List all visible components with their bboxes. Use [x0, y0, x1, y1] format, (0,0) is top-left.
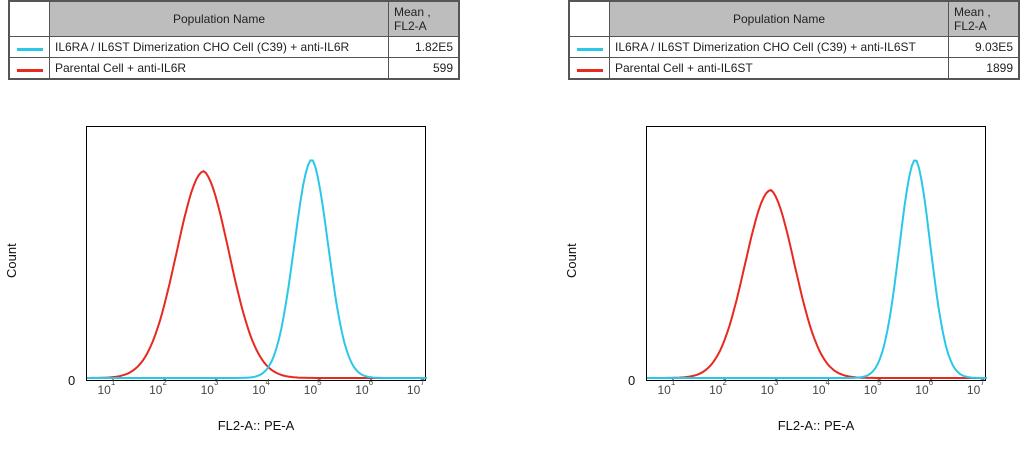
- x-tick-10^4: 104: [252, 382, 270, 397]
- population-name-1: Parental Cell + anti-IL6R: [50, 58, 389, 79]
- x-axis-ticks: 101 102 103 104 105 106 107: [646, 382, 986, 412]
- dimerization-curve: [87, 160, 427, 378]
- x-tick-10^5: 105: [864, 382, 882, 397]
- mean-value-0: 9.03E5: [949, 37, 1019, 58]
- legend-swatch-0: [570, 37, 610, 58]
- parental-curve: [87, 171, 427, 378]
- x-tick-10^7: 107: [967, 382, 985, 397]
- population-name-1: Parental Cell + anti-IL6ST: [610, 58, 949, 79]
- table-header-population: Population Name: [610, 2, 949, 37]
- histogram-chart-left: Count 0 101 102 103 104 105 106 107 FL2-A:: PE…: [8, 118, 460, 463]
- x-tick-10^3: 103: [201, 382, 219, 397]
- curve-svg: [87, 127, 427, 382]
- table-header-population: Population Name: [50, 2, 389, 37]
- y-axis-label: Count: [4, 243, 19, 278]
- plot-box: [646, 126, 986, 381]
- histogram-chart-right: Count 0 101 102 103 104 105 106 107 FL2-A:: PE…: [568, 118, 1020, 463]
- mean-value-1: 599: [389, 58, 459, 79]
- zero-axis-label: 0: [68, 373, 75, 388]
- data-table: Population Name Mean , FL2-A IL6RA / IL6…: [568, 0, 1020, 80]
- mean-value-0: 1.82E5: [389, 37, 459, 58]
- x-tick-10^3: 103: [761, 382, 779, 397]
- panel-left: Population Name Mean , FL2-A IL6RA / IL6…: [8, 0, 460, 80]
- x-axis-title: FL2-A:: PE-A: [86, 418, 426, 433]
- table-header-mean: Mean , FL2-A: [389, 2, 459, 37]
- y-axis-label: Count: [564, 243, 579, 278]
- panel-right: Population Name Mean , FL2-A IL6RA / IL6…: [568, 0, 1020, 80]
- x-tick-10^2: 102: [149, 382, 167, 397]
- legend-swatch-0: [10, 37, 50, 58]
- table-row: Parental Cell + anti-IL6R 599: [10, 58, 459, 79]
- x-tick-10^2: 102: [709, 382, 727, 397]
- table-row: IL6RA / IL6ST Dimerization CHO Cell (C39…: [570, 37, 1019, 58]
- x-tick-10^4: 104: [812, 382, 830, 397]
- x-tick-10^5: 105: [304, 382, 322, 397]
- legend-swatch-1: [10, 58, 50, 79]
- x-tick-10^6: 106: [915, 382, 933, 397]
- x-axis-title: FL2-A:: PE-A: [646, 418, 986, 433]
- data-table: Population Name Mean , FL2-A IL6RA / IL6…: [8, 0, 460, 80]
- x-tick-10^1: 101: [97, 382, 115, 397]
- x-tick-10^1: 101: [657, 382, 675, 397]
- mean-value-1: 1899: [949, 58, 1019, 79]
- table-row: Parental Cell + anti-IL6ST 1899: [570, 58, 1019, 79]
- x-tick-10^6: 106: [355, 382, 373, 397]
- plot-box: [86, 126, 426, 381]
- zero-axis-label: 0: [628, 373, 635, 388]
- population-name-0: IL6RA / IL6ST Dimerization CHO Cell (C39…: [610, 37, 949, 58]
- table-row: IL6RA / IL6ST Dimerization CHO Cell (C39…: [10, 37, 459, 58]
- table-header-mean: Mean , FL2-A: [949, 2, 1019, 37]
- x-tick-10^7: 107: [407, 382, 425, 397]
- population-name-0: IL6RA / IL6ST Dimerization CHO Cell (C39…: [50, 37, 389, 58]
- x-axis-ticks: 101 102 103 104 105 106 107: [86, 382, 426, 412]
- curve-svg: [647, 127, 987, 382]
- legend-swatch-1: [570, 58, 610, 79]
